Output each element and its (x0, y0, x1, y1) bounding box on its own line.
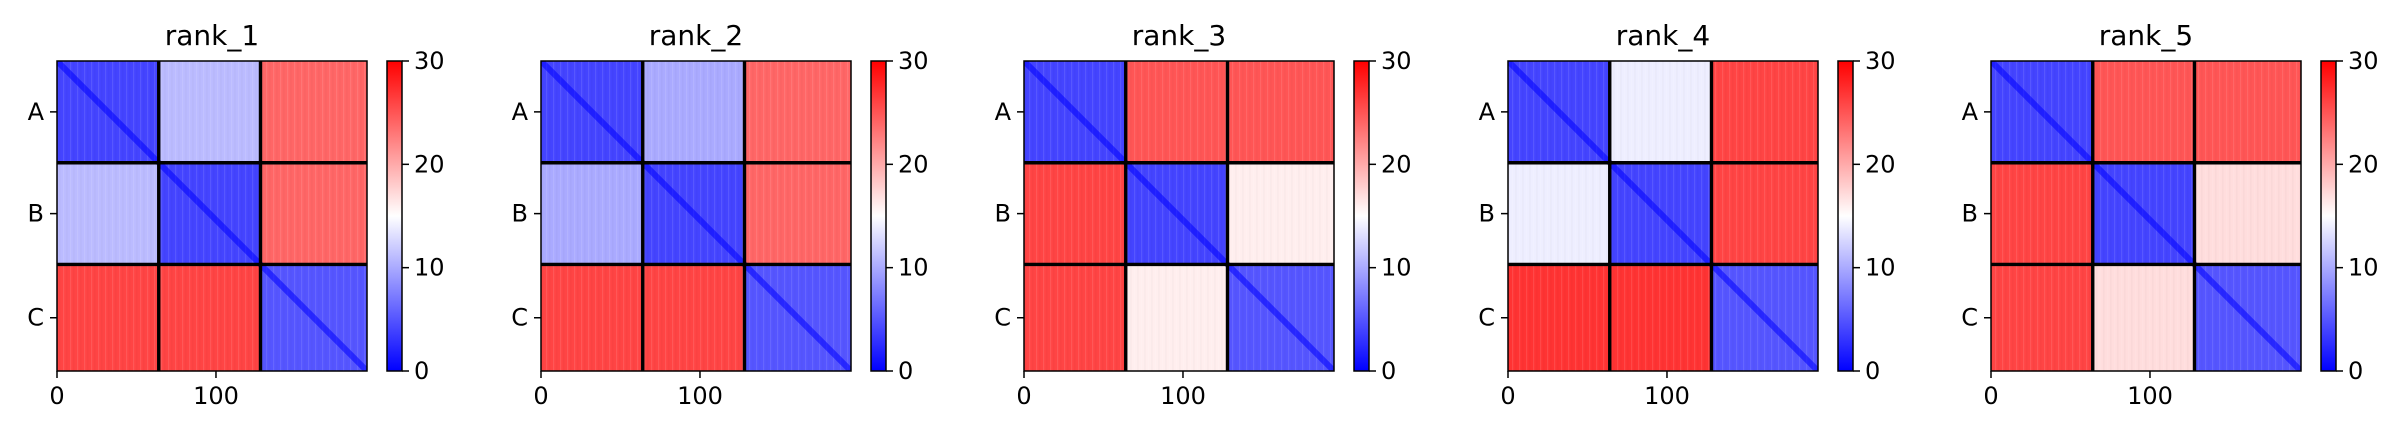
heatmap-diagonal (57, 61, 367, 371)
colorbar (387, 61, 402, 371)
panel-title: rank_4 (1616, 19, 1710, 52)
row-label: A (995, 98, 1012, 126)
row-label: C (1478, 304, 1495, 332)
heatmap-frame (1023, 60, 1335, 372)
colorbar-tick-label: 0 (1381, 357, 1396, 385)
row-label: B (1962, 200, 1978, 228)
row-label: B (512, 200, 528, 228)
heatmap-panel-5: rank_5 A B C 0 100 0 10 20 30 (1961, 19, 2378, 410)
colorbar-tick-label: 20 (1381, 150, 1412, 178)
heatmap-matrix (1024, 61, 1334, 371)
heatmap-frame (1507, 60, 1819, 372)
colorbar-frame (386, 60, 403, 372)
row-label: B (995, 200, 1011, 228)
heatmap-frame (540, 60, 852, 372)
x-tick-label: 100 (1160, 382, 1206, 410)
colorbar-tick-label: 10 (1865, 254, 1896, 282)
colorbar-tick-label: 20 (898, 150, 929, 178)
row-label: B (28, 200, 44, 228)
row-label: C (511, 304, 528, 332)
heatmap-diagonal (1024, 61, 1334, 371)
heatmap-diagonal (1991, 61, 2301, 371)
heatmap-panel-1: rank_1 A B C 0 100 0 10 20 30 (27, 19, 444, 410)
row-label: C (1961, 304, 1978, 332)
x-tick-label: 100 (677, 382, 723, 410)
heatmap-matrix (1508, 61, 1818, 371)
colorbar-frame (2320, 60, 2337, 372)
colorbar (1838, 61, 1853, 371)
panel-title: rank_3 (1132, 19, 1226, 52)
colorbar-tick-label: 0 (898, 357, 913, 385)
colorbar-tick-label: 10 (1381, 254, 1412, 282)
colorbar-frame (1353, 60, 1370, 372)
colorbar-tick-label: 10 (898, 254, 929, 282)
colorbar-tick-label: 0 (2348, 357, 2363, 385)
colorbar-tick-label: 20 (2348, 150, 2379, 178)
x-tick-label: 0 (49, 382, 64, 410)
panel-title: rank_5 (2099, 19, 2193, 52)
row-label: A (1479, 98, 1496, 126)
heatmap-frame (1990, 60, 2302, 372)
row-label: C (27, 304, 44, 332)
colorbar-frame (1837, 60, 1854, 372)
row-label: A (28, 98, 45, 126)
heatmap-panel-3: rank_3 A B C 0 100 0 10 20 30 (994, 19, 1411, 410)
heatmap-matrix (1991, 61, 2301, 371)
heatmap-matrix (57, 61, 367, 371)
heatmap-matrix (541, 61, 851, 371)
colorbar-tick-label: 0 (414, 357, 429, 385)
x-tick-label: 0 (533, 382, 548, 410)
heatmap-frame (56, 60, 368, 372)
row-label: A (1962, 98, 1979, 126)
colorbar-tick-label: 30 (1865, 47, 1896, 75)
x-tick-label: 0 (1016, 382, 1031, 410)
panel-title: rank_1 (165, 19, 259, 52)
colorbar-tick-label: 10 (414, 254, 445, 282)
colorbar-tick-label: 20 (414, 150, 445, 178)
colorbar-frame (870, 60, 887, 372)
x-tick-label: 100 (193, 382, 239, 410)
colorbar-tick-label: 30 (2348, 47, 2379, 75)
heatmap-diagonal (541, 61, 851, 371)
row-label: B (1479, 200, 1495, 228)
colorbar-tick-label: 30 (414, 47, 445, 75)
x-tick-label: 100 (2127, 382, 2173, 410)
row-label: C (994, 304, 1011, 332)
colorbar-tick-label: 10 (2348, 254, 2379, 282)
colorbar-tick-label: 30 (898, 47, 929, 75)
heatmap-diagonal (1508, 61, 1818, 371)
panel-title: rank_2 (649, 19, 743, 52)
row-label: A (512, 98, 529, 126)
x-tick-label: 0 (1983, 382, 1998, 410)
x-tick-label: 100 (1644, 382, 1690, 410)
x-tick-label: 0 (1500, 382, 1515, 410)
heatmap-panel-4: rank_4 A B C 0 100 0 10 20 30 (1478, 19, 1895, 410)
colorbar (2321, 61, 2336, 371)
colorbar (1354, 61, 1369, 371)
heatmap-panel-2: rank_2 A B C 0 100 0 10 20 30 (511, 19, 928, 410)
colorbar-tick-label: 30 (1381, 47, 1412, 75)
colorbar (871, 61, 886, 371)
colorbar-tick-label: 20 (1865, 150, 1896, 178)
colorbar-tick-label: 0 (1865, 357, 1880, 385)
